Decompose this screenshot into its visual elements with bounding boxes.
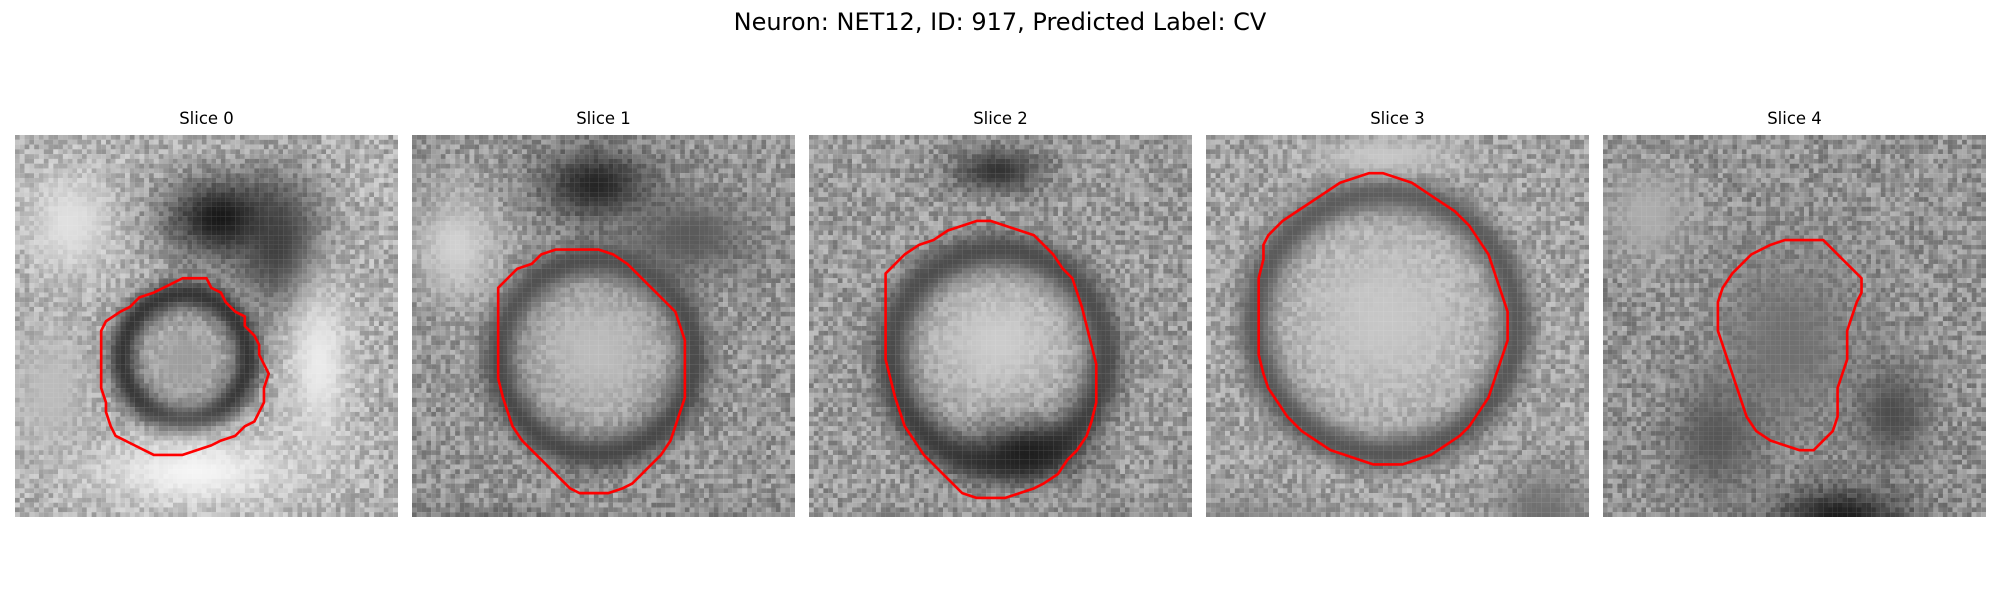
slice-image — [1206, 135, 1589, 517]
slice-title: Slice 3 — [1206, 109, 1589, 129]
image-pixels — [809, 135, 1192, 517]
slice-image-canvas — [412, 135, 795, 517]
slice-image — [809, 135, 1192, 517]
slice-panel-0: Slice 0 — [15, 0, 398, 600]
image-pixels — [412, 135, 795, 517]
slice-image-canvas — [809, 135, 1192, 517]
image-pixels — [1603, 135, 1986, 517]
cell-contour — [884, 219, 1098, 500]
cell-contour — [1257, 171, 1509, 466]
slice-panel-4: Slice 4 — [1603, 0, 1986, 600]
figure-title: Neuron: NET12, ID: 917, Predicted Label:… — [0, 7, 2000, 37]
slice-title: Slice 2 — [809, 109, 1192, 129]
slice-title: Slice 0 — [15, 109, 398, 129]
slice-title: Slice 1 — [412, 109, 795, 129]
slice-image-canvas — [1603, 135, 1986, 517]
slice-panel-1: Slice 1 — [412, 0, 795, 600]
image-pixels — [15, 135, 398, 517]
slice-image-canvas — [15, 135, 398, 517]
cell-contour — [1716, 238, 1863, 452]
cell-contour — [99, 276, 271, 457]
image-pixels — [1206, 135, 1589, 517]
slice-image — [1603, 135, 1986, 517]
slice-panel-3: Slice 3 — [1206, 0, 1589, 600]
slice-image-canvas — [1206, 135, 1589, 517]
slice-title: Slice 4 — [1603, 109, 1986, 129]
cell-contour — [496, 248, 687, 495]
slice-panel-2: Slice 2 — [809, 0, 1192, 600]
slice-image — [412, 135, 795, 517]
slice-image — [15, 135, 398, 517]
